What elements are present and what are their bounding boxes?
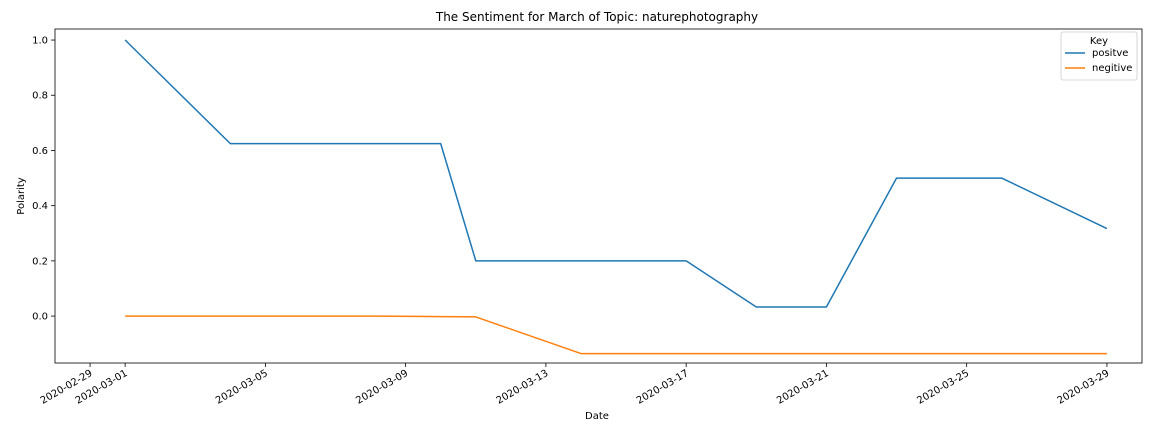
- y-tick-label: 0.2: [32, 256, 48, 267]
- series-line-negitive: [125, 315, 1107, 355]
- x-tick-label: 2020-03-21: [775, 368, 831, 407]
- series-line-positve: [124, 39, 1108, 308]
- legend-label: negitive: [1092, 63, 1132, 74]
- x-axis-label: Date: [585, 411, 609, 422]
- plot-frame: [54, 28, 1143, 364]
- series-layer: [124, 39, 1108, 355]
- x-tick-label: 2020-03-09: [354, 368, 410, 407]
- y-axis: 0.0 0.2 0.4 0.6 0.8 1.0: [32, 36, 55, 323]
- legend-title: Key: [1090, 36, 1108, 47]
- x-tick-label: 2020-03-13: [495, 368, 551, 407]
- y-axis-label: Polarity: [16, 177, 27, 215]
- y-tick-label: 0.4: [32, 201, 48, 212]
- y-tick-label: 0.8: [32, 91, 48, 102]
- x-tick-label: 2020-03-05: [214, 368, 270, 407]
- plot-area: [54, 28, 1143, 364]
- chart-title: The Sentiment for March of Topic: nature…: [435, 10, 758, 24]
- x-tick-label: 2020-03-17: [635, 368, 691, 407]
- y-tick-label: 1.0: [32, 36, 48, 47]
- x-tick-label: 2020-03-25: [915, 368, 971, 407]
- y-tick-label: 0.0: [32, 312, 48, 323]
- y-tick-label: 0.6: [32, 146, 48, 157]
- legend-label: positve: [1092, 48, 1128, 59]
- x-tick-label: 2020-03-29: [1056, 368, 1112, 407]
